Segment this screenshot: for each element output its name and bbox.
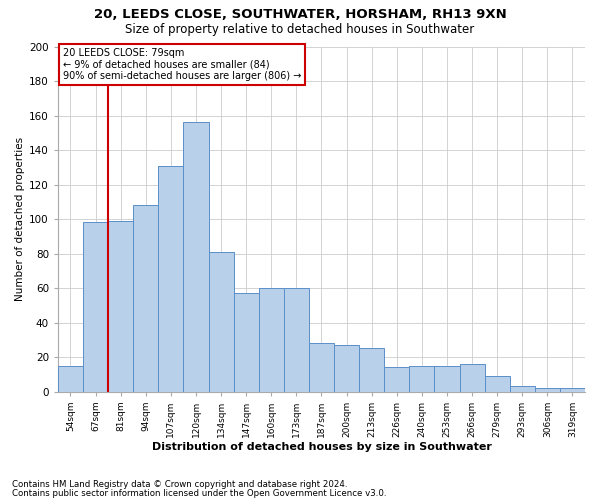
- Bar: [259, 288, 284, 392]
- Bar: [359, 348, 384, 392]
- Y-axis label: Number of detached properties: Number of detached properties: [15, 137, 25, 301]
- Bar: [485, 376, 510, 392]
- Bar: [158, 166, 184, 392]
- Bar: [209, 252, 233, 392]
- Text: Contains HM Land Registry data © Crown copyright and database right 2024.: Contains HM Land Registry data © Crown c…: [12, 480, 347, 489]
- Bar: [309, 343, 334, 392]
- Bar: [108, 220, 133, 392]
- Bar: [233, 293, 259, 392]
- Bar: [434, 366, 460, 392]
- Text: Size of property relative to detached houses in Southwater: Size of property relative to detached ho…: [125, 22, 475, 36]
- Bar: [133, 205, 158, 392]
- Bar: [384, 368, 409, 392]
- Text: Contains public sector information licensed under the Open Government Licence v3: Contains public sector information licen…: [12, 489, 386, 498]
- Bar: [284, 288, 309, 392]
- Bar: [560, 388, 585, 392]
- Bar: [535, 388, 560, 392]
- Bar: [460, 364, 485, 392]
- Bar: [510, 386, 535, 392]
- Bar: [83, 222, 108, 392]
- Bar: [409, 366, 434, 392]
- Bar: [334, 345, 359, 392]
- Text: 20 LEEDS CLOSE: 79sqm
← 9% of detached houses are smaller (84)
90% of semi-detac: 20 LEEDS CLOSE: 79sqm ← 9% of detached h…: [63, 48, 302, 82]
- X-axis label: Distribution of detached houses by size in Southwater: Distribution of detached houses by size …: [152, 442, 491, 452]
- Text: 20, LEEDS CLOSE, SOUTHWATER, HORSHAM, RH13 9XN: 20, LEEDS CLOSE, SOUTHWATER, HORSHAM, RH…: [94, 8, 506, 20]
- Bar: [184, 122, 209, 392]
- Bar: [58, 366, 83, 392]
